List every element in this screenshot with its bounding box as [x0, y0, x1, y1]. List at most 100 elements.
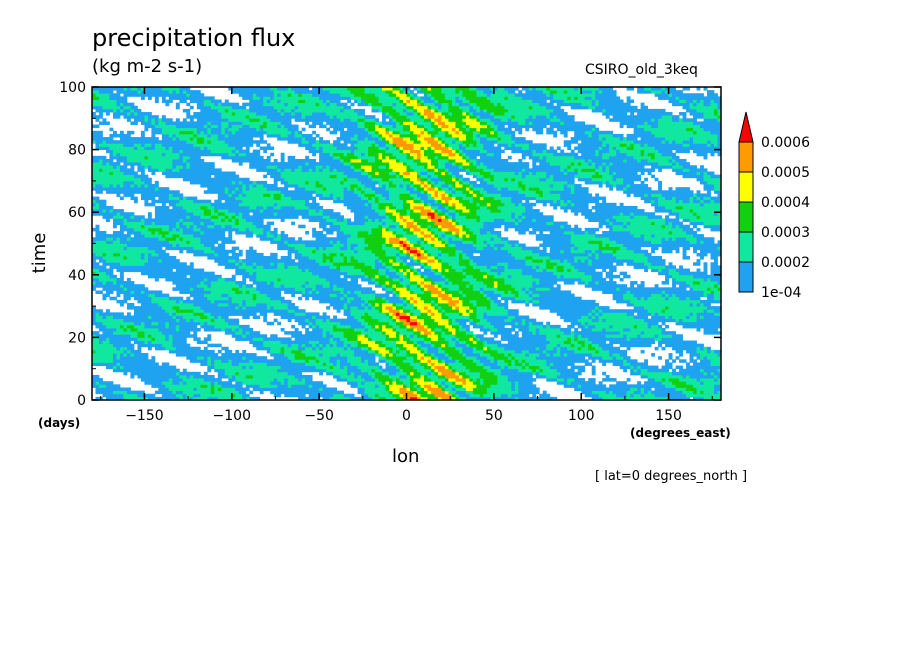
field-cell — [252, 312, 257, 316]
field-cell — [130, 331, 135, 335]
field-cell — [354, 396, 358, 400]
field-cell — [567, 356, 572, 360]
field-cell — [357, 396, 362, 400]
field-cell — [322, 396, 327, 400]
field-cell — [385, 306, 390, 310]
field-cell — [539, 343, 544, 348]
field-cell — [228, 390, 233, 395]
field-cell — [200, 324, 205, 329]
field-cell — [644, 328, 649, 332]
field-cell — [409, 328, 414, 332]
field-cell — [626, 346, 631, 351]
field-cell — [630, 315, 635, 320]
field-cell — [437, 356, 442, 360]
field-cell — [165, 387, 170, 392]
field-cell — [203, 312, 208, 316]
field-cell — [371, 302, 376, 307]
field-cell — [619, 387, 624, 392]
field-cell — [490, 343, 495, 348]
field-cell — [532, 331, 537, 335]
field-cell — [364, 343, 369, 348]
field-cell — [252, 334, 257, 338]
field-cell — [588, 302, 593, 307]
field-cell — [403, 306, 407, 310]
field-cell — [451, 299, 456, 304]
field-cell — [707, 299, 711, 304]
field-cell — [430, 331, 435, 335]
field-cell — [409, 378, 414, 382]
field-cell — [416, 368, 421, 373]
field-cell — [570, 302, 575, 307]
field-cell — [95, 346, 100, 351]
field-cell — [525, 302, 530, 307]
field-cell — [448, 337, 453, 341]
field-cell — [312, 337, 317, 341]
field-cell — [427, 393, 432, 398]
field-cell — [165, 384, 170, 388]
field-cell — [336, 309, 341, 313]
field-cell — [528, 362, 533, 366]
field-cell — [584, 299, 589, 304]
field-cell — [427, 299, 432, 304]
field-cell — [500, 378, 505, 382]
field-cell — [256, 371, 261, 376]
field-cell — [640, 384, 645, 388]
field-cell — [350, 346, 355, 351]
field-cell — [392, 296, 397, 301]
field-cell — [560, 331, 565, 335]
field-cell — [493, 324, 498, 329]
field-cell — [434, 384, 439, 388]
field-cell — [658, 312, 662, 316]
field-cell — [123, 393, 128, 398]
field-cell — [479, 309, 484, 313]
field-cell — [514, 378, 519, 382]
field-cell — [284, 393, 289, 398]
field-cell — [210, 381, 215, 385]
field-cell — [535, 390, 540, 395]
field-cell — [133, 312, 138, 316]
field-cell — [602, 306, 607, 310]
field-cell — [210, 362, 215, 366]
field-cell — [340, 324, 344, 329]
field-cell — [238, 312, 243, 316]
field-cell — [364, 324, 369, 329]
field-cell — [172, 390, 177, 395]
field-cell — [392, 353, 397, 357]
field-cell — [354, 371, 358, 376]
field-cell — [287, 387, 292, 392]
field-cell — [675, 321, 680, 326]
field-cell — [483, 337, 488, 341]
field-cell — [462, 343, 467, 348]
field-cell — [542, 343, 547, 348]
field-cell — [707, 384, 711, 388]
field-cell — [144, 331, 149, 335]
field-cell — [451, 381, 456, 385]
field-cell — [277, 353, 282, 357]
field-cell — [486, 309, 491, 313]
field-cell — [689, 365, 694, 370]
field-cell — [483, 374, 488, 379]
field-cell — [277, 381, 282, 385]
field-cell — [521, 337, 526, 341]
field-cell — [409, 371, 414, 376]
field-cell — [542, 390, 547, 395]
field-cell — [472, 302, 477, 307]
field-cell — [301, 309, 306, 313]
field-cell — [315, 381, 320, 385]
field-cell — [479, 321, 484, 326]
field-cell — [221, 359, 226, 363]
field-cell — [535, 371, 540, 376]
field-cell — [364, 296, 369, 301]
field-cell — [504, 390, 509, 395]
field-cell — [399, 299, 404, 304]
field-cell — [609, 387, 614, 392]
field-cell — [158, 384, 163, 388]
field-cell — [462, 349, 467, 354]
field-cell — [556, 356, 561, 360]
field-cell — [280, 299, 285, 304]
field-cell — [469, 356, 474, 360]
field-cell — [717, 387, 721, 392]
field-cell — [252, 309, 257, 313]
field-cell — [109, 390, 114, 395]
field-cell — [679, 321, 683, 326]
